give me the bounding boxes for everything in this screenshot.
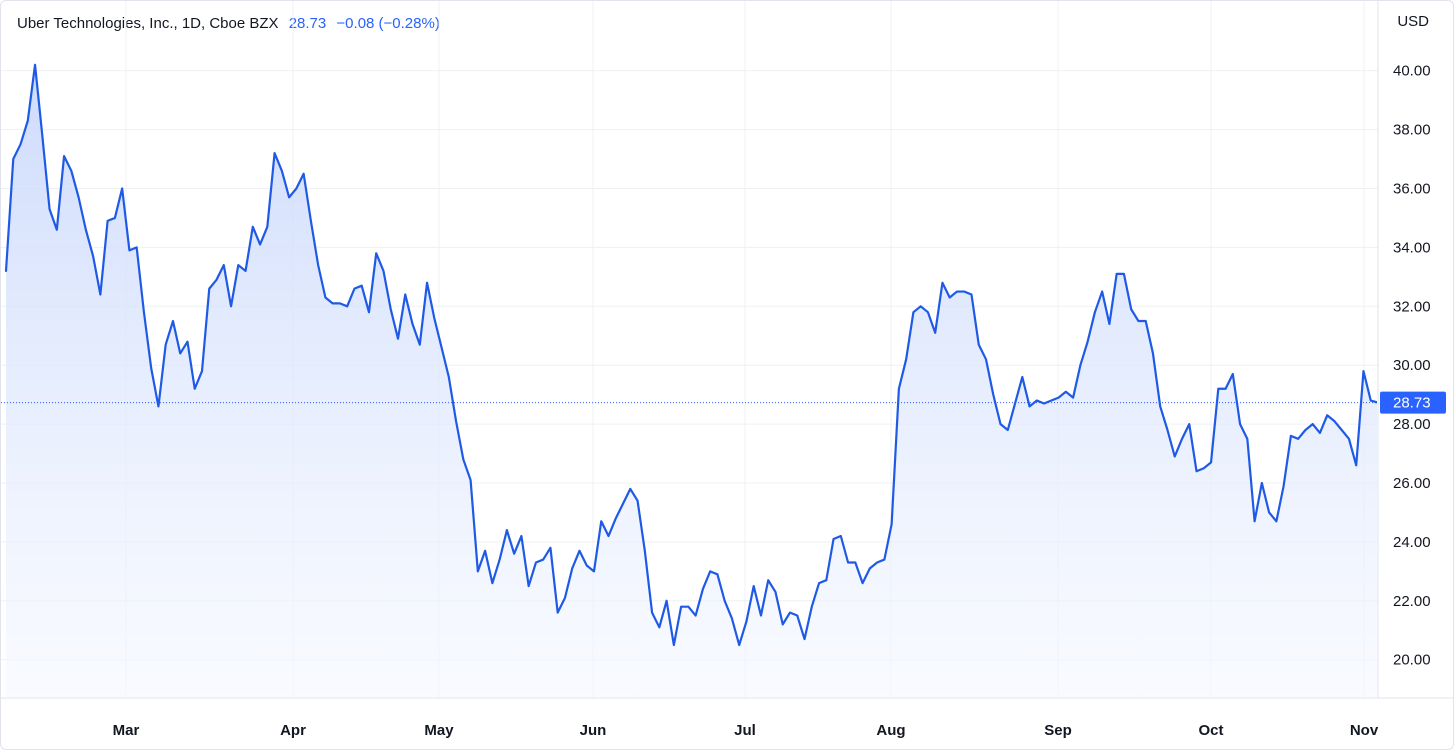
currency-label: USD	[1397, 13, 1429, 30]
y-axis: 20.00 22.00 24.00 26.00 28.00 30.00 32.00 34.00…	[1393, 63, 1431, 669]
x-tick-label: Apr	[280, 722, 306, 739]
x-tick-label: Aug	[876, 722, 905, 739]
y-tick-label: 34.00	[1393, 239, 1431, 256]
x-axis: Mar Apr May Jun Jul Aug Sep Oct Nov	[113, 722, 1379, 739]
y-tick-label: 30.00	[1393, 357, 1431, 374]
x-tick-label: May	[424, 722, 454, 739]
x-tick-label: Jun	[580, 722, 607, 739]
y-tick-label: 32.00	[1393, 298, 1431, 315]
x-tick-label: Oct	[1198, 722, 1223, 739]
y-tick-label: 22.00	[1393, 593, 1431, 610]
x-tick-label: Nov	[1350, 722, 1379, 739]
last-price-tag-label: 28.73	[1393, 395, 1431, 412]
x-tick-label: Sep	[1044, 722, 1072, 739]
price-change: −0.08 (−0.28%)	[336, 15, 440, 32]
legend-header: Uber Technologies, Inc., 1D, Cboe BZX 28…	[17, 15, 440, 32]
x-tick-label: Jul	[734, 722, 756, 739]
y-tick-label: 36.00	[1393, 180, 1431, 197]
y-tick-label: 28.00	[1393, 416, 1431, 433]
x-tick-label: Mar	[113, 722, 140, 739]
last-price-tag: 28.73	[1380, 391, 1446, 414]
y-tick-label: 24.00	[1393, 534, 1431, 551]
price-series-line	[4, 63, 1377, 647]
y-tick-label: 40.00	[1393, 63, 1431, 80]
last-price-tag-bg	[1380, 391, 1446, 414]
last-price: 28.73	[288, 15, 327, 32]
y-tick-label: 26.00	[1393, 475, 1431, 492]
y-tick-label: 20.00	[1393, 652, 1431, 669]
symbol-title: Uber Technologies, Inc., 1D, Cboe BZX	[17, 15, 279, 32]
plot-area	[1, 63, 1377, 697]
price-area-fill	[6, 64, 1377, 697]
y-tick-label: 38.00	[1393, 122, 1431, 139]
